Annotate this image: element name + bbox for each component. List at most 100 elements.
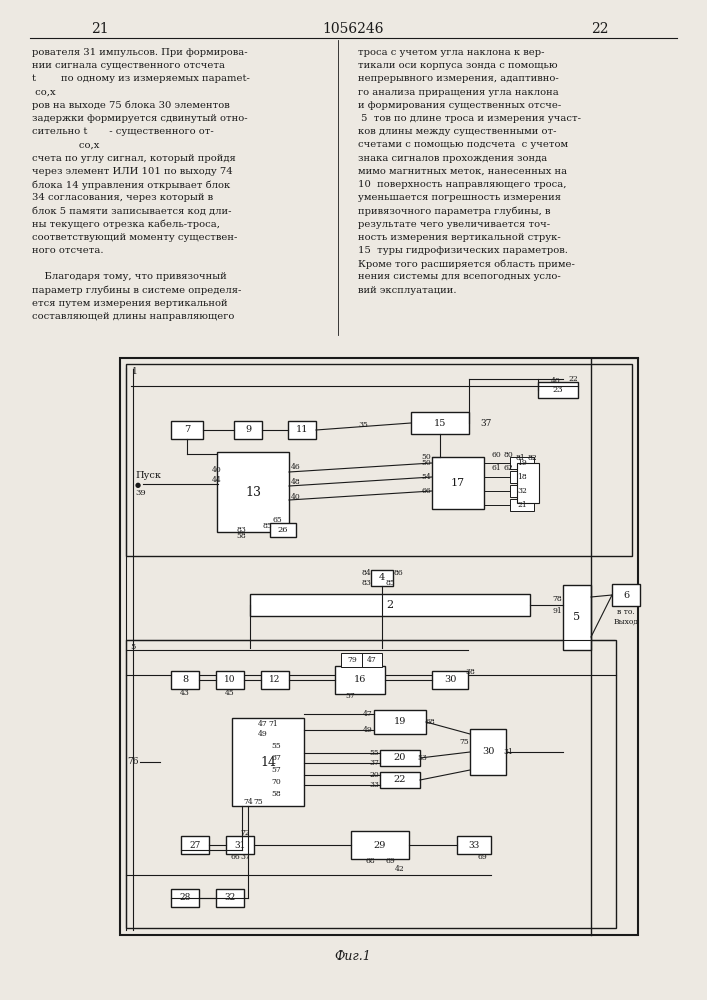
Text: го анализа приращения угла наклона: го анализа приращения угла наклона xyxy=(358,88,559,97)
Text: 30: 30 xyxy=(444,676,456,684)
Text: 50: 50 xyxy=(421,453,431,461)
Text: 22: 22 xyxy=(394,776,407,784)
Text: 1056246: 1056246 xyxy=(322,22,384,36)
Bar xyxy=(380,772,420,788)
Text: 69: 69 xyxy=(477,853,487,861)
Text: 31: 31 xyxy=(503,748,513,756)
Bar xyxy=(171,889,199,907)
Text: 66: 66 xyxy=(230,853,240,861)
Text: 2: 2 xyxy=(387,600,394,610)
Text: 74: 74 xyxy=(243,798,253,806)
Text: 9: 9 xyxy=(245,426,251,434)
Bar xyxy=(374,710,426,734)
Text: соответствующий моменту существен-: соответствующий моменту существен- xyxy=(32,233,238,242)
Text: 83: 83 xyxy=(361,579,371,587)
Text: тикали оси корпуса зонда с помощью: тикали оси корпуса зонда с помощью xyxy=(358,61,558,70)
Text: 10: 10 xyxy=(224,676,235,684)
Bar xyxy=(510,485,534,497)
Bar xyxy=(232,718,304,806)
Bar xyxy=(380,750,420,766)
Text: 30: 30 xyxy=(481,748,494,756)
Text: 20: 20 xyxy=(369,771,379,779)
Bar xyxy=(126,364,632,556)
Text: 84: 84 xyxy=(361,569,371,577)
Text: 69: 69 xyxy=(385,857,395,865)
Text: 20: 20 xyxy=(394,754,407,762)
Text: непрерывного измерения, адаптивно-: непрерывного измерения, адаптивно- xyxy=(358,74,559,83)
Text: нения системы для всепогодных усло-: нения системы для всепогодных усло- xyxy=(358,272,561,281)
Text: Благодаря тому, что привязочный: Благодаря тому, что привязочный xyxy=(32,272,227,281)
Bar xyxy=(171,421,203,439)
Text: 8: 8 xyxy=(182,676,188,684)
Bar xyxy=(510,471,534,483)
Text: 68: 68 xyxy=(425,718,435,726)
Text: 40: 40 xyxy=(291,493,300,501)
Text: Пуск: Пуск xyxy=(135,471,161,480)
Text: блок 5 памяти записывается код дли-: блок 5 памяти записывается код дли- xyxy=(32,206,231,215)
Text: 44: 44 xyxy=(212,476,222,484)
Text: 15  туры гидрофизических параметров.: 15 туры гидрофизических параметров. xyxy=(358,246,568,255)
Text: 22: 22 xyxy=(568,375,578,383)
Text: 57: 57 xyxy=(345,692,355,700)
Bar xyxy=(216,671,244,689)
Text: 75: 75 xyxy=(253,798,263,806)
Text: 33: 33 xyxy=(468,840,479,850)
Text: троса с учетом угла наклона к вер-: троса с учетом угла наклона к вер- xyxy=(358,48,544,57)
Text: 68: 68 xyxy=(365,857,375,865)
Text: 80: 80 xyxy=(503,451,513,459)
Text: 62: 62 xyxy=(503,464,513,472)
Text: результате чего увеличивается точ-: результате чего увеличивается точ- xyxy=(358,220,550,229)
Text: 4: 4 xyxy=(379,574,385,582)
Text: 22: 22 xyxy=(591,22,609,36)
Text: 81: 81 xyxy=(515,454,525,462)
Text: 34 согласования, через который в: 34 согласования, через который в xyxy=(32,193,213,202)
Text: 83: 83 xyxy=(236,526,246,534)
Bar xyxy=(234,421,262,439)
Text: 16: 16 xyxy=(354,676,366,684)
Text: 54: 54 xyxy=(421,473,431,481)
Text: ется путем измерения вертикальной: ется путем измерения вертикальной xyxy=(32,299,228,308)
Text: 82: 82 xyxy=(527,454,537,462)
Text: 15: 15 xyxy=(434,418,446,428)
Bar xyxy=(250,594,530,616)
Bar xyxy=(371,570,393,586)
Text: составляющей длины направляющего: составляющей длины направляющего xyxy=(32,312,235,321)
Text: 21: 21 xyxy=(91,22,109,36)
Bar xyxy=(341,653,363,667)
Text: задержки формируется сдвинутый отно-: задержки формируется сдвинутый отно- xyxy=(32,114,247,123)
Text: 32: 32 xyxy=(517,487,527,495)
Text: уменьшается погрешность измерения: уменьшается погрешность измерения xyxy=(358,193,561,202)
Text: 48: 48 xyxy=(291,478,300,486)
Text: нии сигнала существенного отсчета: нии сигнала существенного отсчета xyxy=(32,61,225,70)
Text: 58: 58 xyxy=(271,790,281,798)
Text: 38: 38 xyxy=(465,668,475,676)
Bar xyxy=(351,831,409,859)
Text: привязочного параметра глубины, в: привязочного параметра глубины, в xyxy=(358,206,551,216)
Bar xyxy=(288,421,316,439)
Text: 49: 49 xyxy=(363,726,373,734)
Text: 61: 61 xyxy=(491,464,501,472)
Text: вий эксплуатации.: вий эксплуатации. xyxy=(358,286,457,295)
Text: мимо магнитных меток, нанесенных на: мимо магнитных меток, нанесенных на xyxy=(358,167,567,176)
Text: 47: 47 xyxy=(363,710,373,718)
Bar xyxy=(181,836,209,854)
Text: счетами с помощью подсчета  с учетом: счетами с помощью подсчета с учетом xyxy=(358,140,568,149)
Text: 70: 70 xyxy=(271,778,281,786)
Text: 47: 47 xyxy=(258,720,268,728)
Text: 91: 91 xyxy=(552,607,562,615)
Text: 57: 57 xyxy=(271,766,281,774)
Bar xyxy=(261,671,289,689)
Bar xyxy=(171,671,199,689)
Text: 85: 85 xyxy=(385,579,395,587)
Text: 26: 26 xyxy=(278,526,288,534)
Bar xyxy=(432,671,468,689)
Text: 47: 47 xyxy=(367,656,377,664)
Text: 58: 58 xyxy=(236,532,246,540)
Text: 60: 60 xyxy=(491,451,501,459)
Bar xyxy=(126,640,616,928)
Text: ров на выходе 75 блока 30 элементов: ров на выходе 75 блока 30 элементов xyxy=(32,101,230,110)
Bar xyxy=(470,729,506,775)
Text: 42: 42 xyxy=(395,865,405,873)
Text: 76: 76 xyxy=(127,758,139,766)
Text: 66: 66 xyxy=(421,487,431,495)
